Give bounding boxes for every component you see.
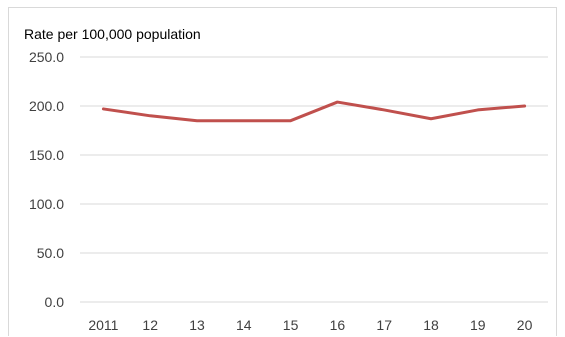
y-axis-title: Rate per 100,000 population	[24, 26, 201, 42]
chart-frame	[8, 7, 557, 336]
x-tick-label: 17	[376, 317, 392, 333]
x-tick-label: 20	[517, 317, 533, 333]
y-tick-label: 0.0	[45, 294, 65, 310]
y-tick-label: 250.0	[29, 49, 64, 65]
x-tick-label: 18	[423, 317, 439, 333]
y-tick-label: 150.0	[29, 147, 64, 163]
y-tick-label: 50.0	[37, 245, 64, 261]
x-tick-label: 13	[189, 317, 205, 333]
x-tick-label: 15	[283, 317, 299, 333]
series-group	[101, 100, 527, 123]
x-tick-label: 2011	[88, 317, 118, 333]
x-tick-label: 19	[470, 317, 486, 333]
y-tick-labels: 0.0 50.0 100.0 150.0 200.0 250.0	[29, 49, 64, 310]
series-line-0	[101, 100, 527, 123]
x-tick-label: 12	[142, 317, 158, 333]
y-tick-label: 100.0	[29, 196, 64, 212]
x-tick-label: 14	[236, 317, 252, 333]
x-tick-labels: 2011 12 13 14 15 16 17 18 19 20	[88, 317, 532, 333]
gridlines	[80, 56, 548, 303]
x-tick-label: 16	[330, 317, 346, 333]
y-tick-label: 200.0	[29, 98, 64, 114]
